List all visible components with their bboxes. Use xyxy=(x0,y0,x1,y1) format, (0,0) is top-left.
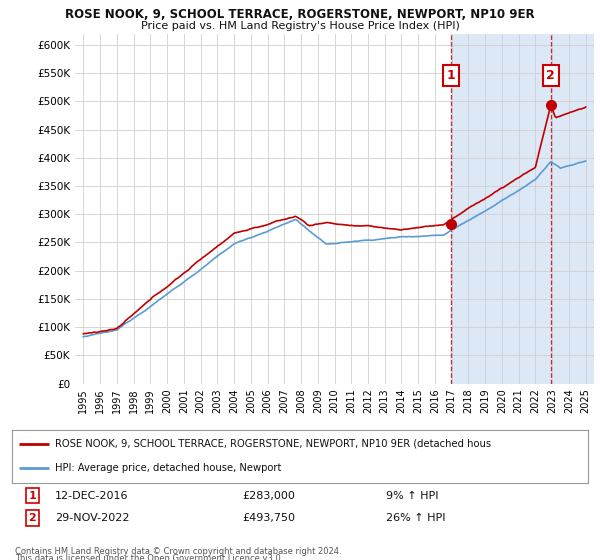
Text: This data is licensed under the Open Government Licence v3.0.: This data is licensed under the Open Gov… xyxy=(15,554,283,560)
Text: 1: 1 xyxy=(446,69,455,82)
Text: 26% ↑ HPI: 26% ↑ HPI xyxy=(386,513,446,523)
Bar xyxy=(451,34,594,384)
Text: 1: 1 xyxy=(28,491,36,501)
Text: ROSE NOOK, 9, SCHOOL TERRACE, ROGERSTONE, NEWPORT, NP10 9ER: ROSE NOOK, 9, SCHOOL TERRACE, ROGERSTONE… xyxy=(65,8,535,21)
Text: Contains HM Land Registry data © Crown copyright and database right 2024.: Contains HM Land Registry data © Crown c… xyxy=(15,547,341,556)
Text: £493,750: £493,750 xyxy=(242,513,295,523)
Text: £283,000: £283,000 xyxy=(242,491,295,501)
Text: HPI: Average price, detached house, Newport: HPI: Average price, detached house, Newp… xyxy=(55,463,281,473)
Text: 2: 2 xyxy=(547,69,555,82)
Text: 12-DEC-2016: 12-DEC-2016 xyxy=(55,491,128,501)
Text: 29-NOV-2022: 29-NOV-2022 xyxy=(55,513,130,523)
Text: 2: 2 xyxy=(28,513,36,523)
Text: ROSE NOOK, 9, SCHOOL TERRACE, ROGERSTONE, NEWPORT, NP10 9ER (detached hous: ROSE NOOK, 9, SCHOOL TERRACE, ROGERSTONE… xyxy=(55,439,491,449)
Text: Price paid vs. HM Land Registry's House Price Index (HPI): Price paid vs. HM Land Registry's House … xyxy=(140,21,460,31)
Text: 9% ↑ HPI: 9% ↑ HPI xyxy=(386,491,439,501)
